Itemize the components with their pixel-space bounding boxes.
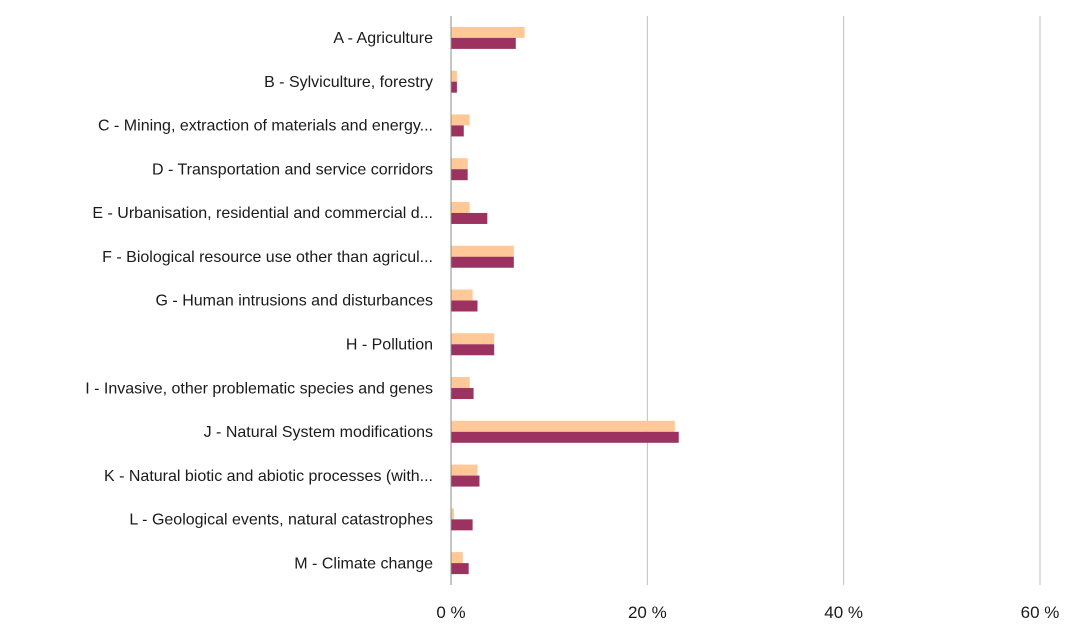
- category-label: E - Urbanisation, residential and commer…: [92, 205, 433, 222]
- bar-series-1: [451, 420, 675, 432]
- bar-series-1: [451, 70, 457, 82]
- bar-series-1: [451, 201, 470, 213]
- category-label: B - Sylviculture, forestry: [264, 74, 433, 91]
- bar-series-1: [451, 289, 473, 301]
- x-tick-label: 20 %: [628, 603, 667, 622]
- category-label: H - Pollution: [346, 336, 433, 353]
- bar-series-2: [451, 169, 468, 181]
- bar-series-2: [451, 344, 495, 356]
- bar-series-2: [451, 563, 469, 575]
- bar-series-1: [451, 464, 478, 476]
- bar-series-2: [451, 212, 488, 224]
- category-label: D - Transportation and service corridors: [152, 161, 433, 178]
- bars: [451, 26, 679, 575]
- bar-series-1: [451, 508, 454, 520]
- bar-series-2: [451, 475, 480, 487]
- category-label: F - Biological resource use other than a…: [102, 249, 433, 266]
- bar-series-2: [451, 256, 514, 268]
- bar-series-2: [451, 519, 473, 531]
- bar-series-1: [451, 377, 470, 389]
- x-tick-labels: 0 % 20 % 40 % 60 %: [436, 603, 1059, 622]
- bar-series-1: [451, 158, 468, 170]
- category-label: M - Climate change: [294, 555, 433, 572]
- x-tick-label: 0 %: [436, 603, 465, 622]
- bar-series-2: [451, 300, 478, 312]
- category-label: C - Mining, extraction of materials and …: [98, 118, 433, 135]
- category-labels: A - Agriculture B - Sylviculture, forestr…: [85, 30, 433, 572]
- bar-series-1: [451, 552, 463, 564]
- bar-series-2: [451, 37, 516, 49]
- bar-series-1: [451, 245, 514, 257]
- x-tick-label: 40 %: [824, 603, 863, 622]
- category-label: J - Natural System modifications: [204, 424, 433, 441]
- gridlines: [646, 16, 1041, 585]
- category-label: I - Invasive, other problematic species …: [85, 380, 433, 397]
- bar-series-2: [451, 431, 679, 443]
- bar-series-2: [451, 125, 464, 137]
- bar-series-1: [451, 333, 495, 345]
- bar-series-2: [451, 388, 474, 400]
- x-tick-label: 60 %: [1021, 603, 1060, 622]
- category-label: G - Human intrusions and disturbances: [156, 293, 433, 310]
- category-label: A - Agriculture: [333, 30, 433, 47]
- category-label: L - Geological events, natural catastrop…: [129, 512, 433, 529]
- bar-series-2: [451, 81, 457, 93]
- category-label: K - Natural biotic and abiotic processes…: [104, 468, 433, 485]
- bar-series-1: [451, 114, 470, 126]
- bar-series-1: [451, 26, 525, 38]
